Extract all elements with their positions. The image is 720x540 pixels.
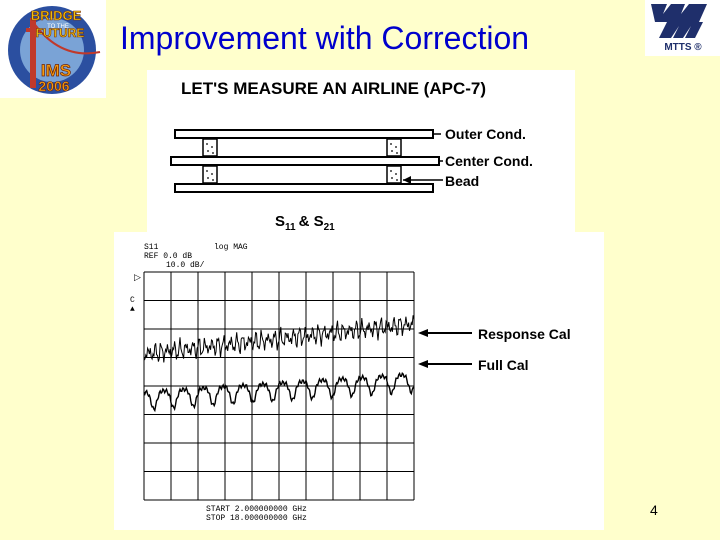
analyzer-plot: S11 log MAG REF 0.0 dB 10.0 dB/ ▷ C ▲ Res…	[130, 243, 571, 523]
ref-label: REF 0.0 dB	[144, 252, 192, 261]
bead-left	[202, 138, 218, 184]
bead-right	[386, 138, 402, 184]
scale-label: 10.0 dB/	[166, 261, 205, 270]
response-cal-label: Response Cal	[478, 326, 571, 342]
response-cal-trace	[143, 315, 415, 363]
format-label: log MAG	[214, 243, 248, 252]
mtts-emblem-icon	[651, 4, 707, 38]
ims-logo-line2: TO THE	[47, 24, 69, 30]
outer-conductor-top	[174, 129, 434, 139]
center-cond-label: Center Cond.	[445, 153, 533, 169]
response-cal-arrow-icon	[418, 329, 428, 337]
ims-logo-graphic: BRIDGE TO THE FUTURE IMS 2006	[8, 6, 101, 94]
bead-arrow-icon	[403, 176, 411, 184]
center-conductor	[170, 156, 440, 166]
mtts-logo: MTTS ®	[645, 0, 720, 56]
mtts-logo-graphic: MTTS ®	[651, 4, 707, 53]
ims-2006-logo: BRIDGE TO THE FUTURE IMS 2006	[0, 0, 106, 98]
full-cal-label: Full Cal	[478, 357, 529, 373]
outer-cond-label: Outer Cond.	[445, 126, 526, 142]
bridge-tower-icon	[30, 18, 36, 88]
outer-conductor-bottom	[174, 183, 434, 193]
mtts-logo-text: MTTS ®	[664, 42, 702, 53]
s-params-label: S11 & S21	[275, 213, 335, 233]
ims-logo-line1: BRIDGE	[31, 8, 82, 23]
airline-diagram: LET'S MEASURE AN AIRLINE (APC-7)	[170, 79, 533, 233]
stop-label: STOP 18.000000000 GHz	[206, 514, 307, 523]
bridge-cable-icon	[32, 21, 101, 55]
slide-title: Improvement with Correction	[120, 20, 530, 56]
page-number: 4	[650, 502, 658, 518]
bead-label: Bead	[445, 173, 479, 189]
side-label: C ▲	[130, 296, 135, 314]
full-cal-trace	[143, 371, 415, 413]
ims-logo-line4: IMS	[41, 61, 71, 80]
ims-logo-line5: 2006	[38, 78, 69, 94]
diagram-heading: LET'S MEASURE AN AIRLINE (APC-7)	[181, 79, 486, 98]
full-cal-arrow-icon	[418, 360, 428, 368]
param-label: S11	[144, 243, 159, 252]
plot-grid	[143, 271, 415, 501]
airline-diagram-panel: LET'S MEASURE AN AIRLINE (APC-7)	[147, 70, 575, 238]
ims-logo-line3: FUTURE	[36, 26, 85, 40]
start-label: START 2.000000000 GHz	[206, 505, 307, 514]
ref-marker-icon: ▷	[134, 272, 141, 282]
analyzer-plot-panel: S11 log MAG REF 0.0 dB 10.0 dB/ ▷ C ▲ Res…	[114, 232, 604, 530]
